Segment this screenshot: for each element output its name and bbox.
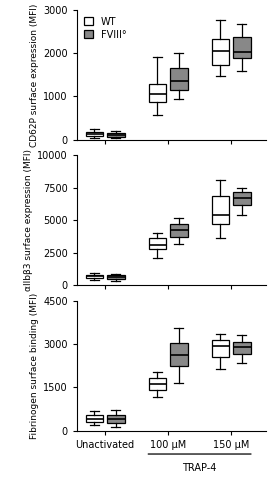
PathPatch shape (212, 340, 229, 357)
PathPatch shape (233, 37, 251, 58)
PathPatch shape (149, 84, 166, 102)
PathPatch shape (85, 415, 103, 422)
PathPatch shape (233, 342, 251, 354)
PathPatch shape (170, 68, 188, 90)
PathPatch shape (149, 378, 166, 390)
Y-axis label: Fibrinogen surface binding (MFI): Fibrinogen surface binding (MFI) (30, 293, 39, 439)
PathPatch shape (107, 133, 125, 137)
PathPatch shape (170, 343, 188, 366)
PathPatch shape (212, 39, 229, 65)
PathPatch shape (212, 196, 229, 224)
PathPatch shape (107, 415, 125, 423)
PathPatch shape (233, 193, 251, 205)
Legend: WT, FVIII°: WT, FVIII° (82, 15, 129, 42)
Text: TRAP-4: TRAP-4 (182, 463, 217, 473)
PathPatch shape (85, 275, 103, 279)
PathPatch shape (107, 275, 125, 279)
Y-axis label: CD62P surface expression (MFI): CD62P surface expression (MFI) (30, 3, 39, 147)
PathPatch shape (85, 132, 103, 136)
PathPatch shape (149, 238, 166, 249)
PathPatch shape (170, 224, 188, 237)
Y-axis label: αIIbβ3 surface expression (MFI): αIIbβ3 surface expression (MFI) (24, 149, 33, 291)
